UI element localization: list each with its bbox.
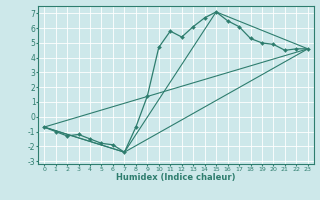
X-axis label: Humidex (Indice chaleur): Humidex (Indice chaleur) [116,173,236,182]
